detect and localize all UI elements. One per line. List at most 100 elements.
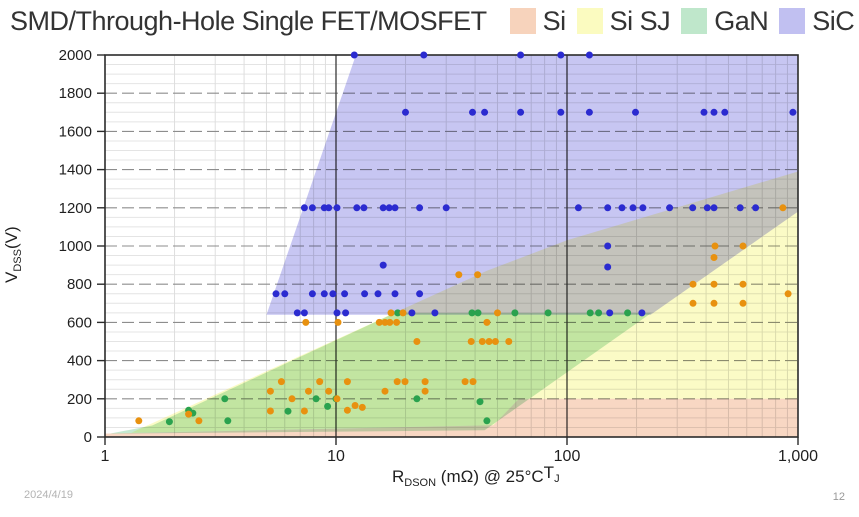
data-point [585, 51, 593, 59]
data-point [329, 290, 337, 298]
slide-page-number: 12 [832, 491, 845, 503]
x-tick-label: 100 [554, 448, 581, 465]
data-point [379, 204, 387, 212]
data-point [361, 290, 369, 298]
data-point [467, 338, 475, 345]
data-point [394, 309, 402, 317]
data-point [413, 395, 421, 403]
data-point [736, 204, 744, 212]
data-point [277, 378, 285, 386]
y-tick-label: 1000 [59, 238, 92, 255]
data-point [320, 290, 328, 298]
data-point [312, 395, 320, 403]
data-point [308, 290, 316, 298]
data-point [618, 204, 626, 212]
data-point [266, 407, 274, 415]
data-point [478, 338, 486, 345]
data-point [752, 204, 760, 212]
chart-header: SMD/Through-Hole Single FET/MOSFET Si Si … [10, 2, 855, 40]
data-point [334, 318, 342, 326]
data-point [316, 378, 324, 386]
data-point [739, 242, 747, 250]
data-point [586, 309, 594, 317]
region-gan [109, 312, 652, 434]
legend-swatch-icon [509, 8, 536, 34]
data-point [469, 378, 477, 386]
data-point [360, 204, 368, 212]
data-point [604, 204, 612, 212]
data-point [711, 242, 719, 250]
legend-item-gan: GaN [681, 6, 769, 37]
data-point [333, 309, 341, 317]
data-point [639, 204, 647, 212]
y-tick-label: 800 [67, 276, 92, 293]
data-point [485, 338, 493, 345]
data-point [710, 280, 718, 288]
data-point [353, 204, 361, 212]
y-tick-label: 1800 [59, 85, 92, 102]
data-point [343, 378, 351, 386]
data-point [300, 309, 308, 317]
data-point [386, 318, 394, 326]
data-point [629, 204, 637, 212]
data-point [604, 263, 612, 271]
data-point [393, 318, 401, 326]
data-point [342, 309, 350, 317]
data-point [308, 204, 316, 212]
data-point [302, 318, 310, 326]
data-point [284, 407, 292, 415]
data-point [624, 309, 632, 317]
data-point [585, 108, 593, 116]
data-point [293, 309, 301, 317]
legend-label: Si [542, 5, 567, 36]
data-point [632, 108, 639, 116]
data-point [604, 242, 612, 250]
y-tick-label: 1600 [59, 123, 92, 140]
data-point [305, 387, 312, 395]
scatter-chart: 0 200 400 600 800 1000 1200 1400 1600 1800 2000 1 10… [2, 47, 818, 489]
data-point [606, 309, 614, 317]
data-point [517, 108, 525, 116]
data-point [185, 410, 193, 418]
data-point [165, 418, 173, 426]
data-point [224, 417, 232, 425]
data-point [381, 318, 389, 326]
legend-item-si-sj: Si SJ [576, 6, 671, 37]
data-point [517, 51, 525, 59]
data-point [739, 280, 747, 288]
y-tick-label: 1400 [59, 162, 92, 179]
data-point [351, 402, 359, 409]
data-point [421, 387, 429, 395]
data-point [689, 204, 697, 212]
data-point [391, 204, 399, 212]
data-point [505, 338, 513, 345]
data-point [281, 290, 289, 298]
data-point [399, 309, 407, 317]
y-tick-label: 1200 [59, 200, 92, 217]
data-point [476, 398, 484, 406]
data-point [408, 309, 416, 317]
data-point [494, 309, 501, 317]
x-tick-label: 1,000 [778, 448, 818, 465]
data-point [474, 271, 482, 279]
y-tick-label: 200 [67, 391, 92, 408]
data-point [341, 290, 349, 298]
data-point [333, 204, 341, 212]
data-point [385, 204, 393, 212]
legend-swatch-icon [681, 8, 708, 34]
data-point [455, 271, 463, 279]
data-point [421, 378, 429, 386]
data-point [469, 108, 476, 116]
data-point [402, 108, 409, 116]
data-point [300, 407, 308, 415]
data-point [710, 204, 718, 212]
x-tick-label: 1 [101, 448, 110, 465]
data-point [710, 254, 718, 261]
data-point [195, 417, 203, 425]
data-point [300, 204, 308, 212]
data-point [511, 309, 519, 317]
data-point [391, 290, 399, 298]
y-tick-label: 2000 [59, 47, 92, 64]
data-point [483, 417, 491, 425]
data-point [416, 204, 424, 212]
